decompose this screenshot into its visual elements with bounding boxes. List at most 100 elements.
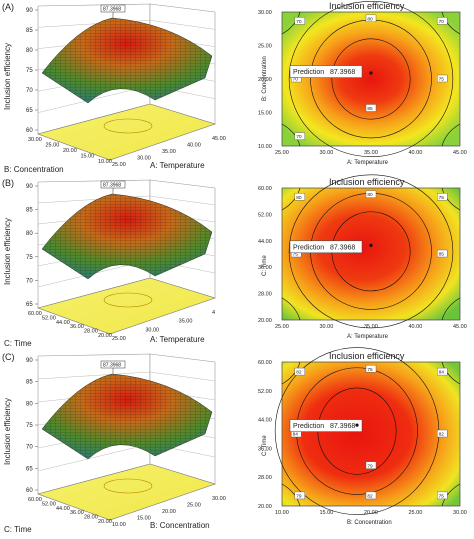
surface-mesh xyxy=(42,18,212,103)
z-tick-label: 75 xyxy=(26,423,33,429)
x-axis-title: A: Temperature xyxy=(347,334,389,340)
peak-flag-value: 87.3968 xyxy=(103,7,121,13)
x-tick-label: 25.00 xyxy=(275,150,289,156)
contour-label-box xyxy=(294,491,305,500)
surface-mesh xyxy=(42,194,212,279)
y-tick-label: 20.00 xyxy=(63,148,77,154)
x-tick-label: 45.00 xyxy=(453,150,467,156)
floor-contour xyxy=(103,292,153,308)
contour-label: 75 xyxy=(439,77,445,83)
contour-line xyxy=(441,361,461,385)
prediction-label: Prediction xyxy=(293,244,324,251)
surface-plot: 87.3968 90 85 80 75 70 65 Inclusion efficiency 6… xyxy=(3,179,216,348)
y-tick-label: 30.00 xyxy=(258,10,272,16)
contour-label: 82 xyxy=(367,494,373,500)
y-tick-label: 20.00 xyxy=(98,333,112,339)
contour-label: 75 xyxy=(293,252,299,258)
contour-field xyxy=(281,11,461,147)
x-tick-label: 35.00 xyxy=(364,324,378,330)
panel-label: (B) xyxy=(2,178,14,188)
z-axis-title: Inclusion efficiency xyxy=(3,43,12,110)
floor-plane xyxy=(36,463,216,521)
z-tick-label: 60 xyxy=(26,128,33,134)
prediction-point xyxy=(369,71,373,75)
panel-2: (B) 87.3968 90 85 80 75 70 65 Inclusion efficien… xyxy=(2,174,467,348)
contour-line xyxy=(288,0,454,158)
y-tick-label: 28.00 xyxy=(84,329,98,335)
z-tick-label: 85 xyxy=(26,380,33,386)
contour-label-box xyxy=(294,193,305,201)
peak-flag-box xyxy=(100,360,126,369)
z-tick-label: 60 xyxy=(26,488,33,494)
x-axis-title: B: Concentration xyxy=(347,520,392,526)
grid-line xyxy=(37,85,151,113)
panel-label: (A) xyxy=(2,2,14,12)
contour-field xyxy=(281,361,461,507)
z-tick-label: 85 xyxy=(26,208,33,214)
surface-plot: 87.3968 90 85 80 75 70 65 60 Inclusion efficienc… xyxy=(3,353,226,534)
y-tick-label: 60.00 xyxy=(28,311,42,317)
y-tick-label: 28.00 xyxy=(258,475,272,481)
y-axis-title: B: Concentration xyxy=(4,165,64,174)
x-tick-label: 30.00 xyxy=(453,510,467,516)
contour-label-box xyxy=(365,190,377,198)
x-tick-label: 35.00 xyxy=(162,149,176,155)
z-tick-label: 85 xyxy=(26,28,33,34)
x-tick-label: 25.00 xyxy=(112,162,126,168)
y-tick-label: 44.00 xyxy=(258,239,272,245)
peak-flag-value: 87.3968 xyxy=(103,183,121,189)
y-tick-label: 36.00 xyxy=(70,324,84,330)
contour-line xyxy=(281,187,301,211)
contour-label: 85 xyxy=(367,106,373,112)
y-tick-label: 15.00 xyxy=(81,154,95,160)
contour-line xyxy=(281,297,301,321)
y-tick-label: 52.00 xyxy=(42,501,56,507)
y-tick-label: 20.00 xyxy=(258,77,272,83)
peak-flag-value: 87.3968 xyxy=(103,363,121,369)
y-tick-label: 36.00 xyxy=(258,446,272,452)
y-tick-label: 20.00 xyxy=(258,504,272,510)
contour-label: 80 xyxy=(367,192,373,198)
y-tick-label: 20.00 xyxy=(98,519,112,525)
contour-line xyxy=(441,187,461,211)
y-tick-label: 60.00 xyxy=(258,186,272,192)
z-tick-label: 70 xyxy=(26,88,33,94)
x-tick-label: 25.00 xyxy=(187,503,201,509)
x-tick-label: 40.00 xyxy=(187,143,201,149)
y-tick-label: 28.00 xyxy=(84,515,98,521)
floor-contour xyxy=(103,118,153,134)
x-tick-label: 30.00 xyxy=(320,324,334,330)
contour-label-box xyxy=(437,17,448,25)
contour-line xyxy=(281,123,301,147)
contour-label-box xyxy=(365,104,377,112)
z-tick-label: 70 xyxy=(26,445,33,451)
contour-label-box xyxy=(365,461,377,469)
peak-flag-box xyxy=(100,4,126,13)
z-tick-label: 80 xyxy=(26,401,33,407)
contour-label-box xyxy=(437,367,448,376)
contour-label: 80 xyxy=(367,16,373,22)
y-tick-label: 44.00 xyxy=(56,506,70,512)
contour-line xyxy=(441,483,461,507)
contour-label: 70 xyxy=(439,19,445,25)
x-tick-label: 10.00 xyxy=(275,510,289,516)
y-tick-label: 10.00 xyxy=(258,144,272,150)
contour-line xyxy=(288,174,454,329)
z-tick-label: 90 xyxy=(26,184,33,190)
x-tick-label: 40.00 xyxy=(409,150,423,156)
contour-label: 75 xyxy=(367,367,373,373)
contour-label: 82 xyxy=(296,370,302,376)
grid-line xyxy=(149,371,216,382)
z-axis-title: Inclusion efficiency xyxy=(3,218,12,285)
contour-title: Inclusion efficiency xyxy=(329,351,405,361)
y-tick-label: 44.00 xyxy=(258,418,272,424)
x-tick-label: 25.00 xyxy=(112,336,126,342)
contour-label-box xyxy=(437,74,448,83)
contour-line xyxy=(281,483,301,507)
x-axis-title: A: Temperature xyxy=(347,160,389,166)
x-axis-title: B: Concentration xyxy=(150,521,210,530)
z-tick-label: 65 xyxy=(26,108,33,114)
x-tick-label: 35.00 xyxy=(364,150,378,156)
x-tick-label: 25.00 xyxy=(275,324,289,330)
